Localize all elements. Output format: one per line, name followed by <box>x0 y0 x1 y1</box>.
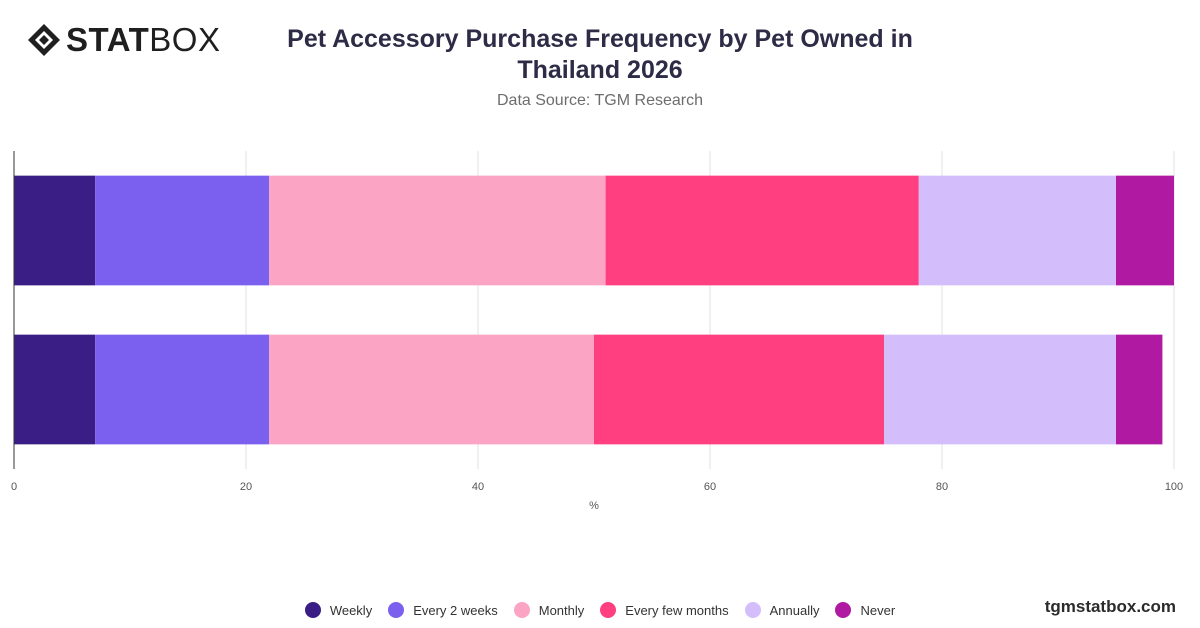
legend-dot <box>600 602 617 618</box>
legend-item-weekly[interactable]: Weekly <box>304 602 373 618</box>
diamond-logo-icon <box>28 24 60 56</box>
bar-row1-weekly <box>14 334 96 445</box>
bar-row0-every-few-months <box>605 175 919 286</box>
bar-row0-never <box>1116 175 1174 286</box>
legend-label: Weekly <box>329 602 373 618</box>
x-tick-label-3: 60 <box>704 481 716 493</box>
legend-label: Annually <box>769 602 820 618</box>
x-tick-label-5: 100 <box>1165 481 1183 493</box>
statbox-logo: STATBOX <box>26 22 220 58</box>
x-tick-label-1: 20 <box>240 481 252 493</box>
bar-row1-every-2-weeks <box>95 334 270 445</box>
legend-item-annually[interactable]: Annually <box>744 602 820 618</box>
legend-label: Every 2 weeks <box>413 602 498 618</box>
x-tick-label-0: 0 <box>11 481 17 493</box>
x-tick-label-2: 40 <box>472 481 484 493</box>
legend-dot <box>744 602 761 618</box>
legend-dot <box>388 602 405 618</box>
bar-row0-monthly <box>269 175 606 286</box>
chart-legend: Weekly Every 2 weeks Monthly Every few mont… <box>0 602 1200 618</box>
legend-label: Every few months <box>625 602 729 618</box>
bar-row0-weekly <box>14 175 96 286</box>
legend-item-every-few-months[interactable]: Every few months <box>600 602 729 618</box>
legend-dot <box>304 602 321 618</box>
legend-item-never[interactable]: Never <box>835 602 895 618</box>
bar-row1-never <box>1116 334 1163 445</box>
bar-row0-every-2-weeks <box>95 175 270 286</box>
legend-label: Monthly <box>538 602 585 618</box>
bar-row1-every-few-months <box>594 334 884 445</box>
legend-label: Never <box>860 602 896 618</box>
logo-bold-text: STAT <box>66 21 150 58</box>
site-url: tgmstatbox.com <box>1044 597 1176 616</box>
legend-dot <box>513 602 530 618</box>
legend-dot <box>835 602 852 618</box>
legend-item-monthly[interactable]: Monthly <box>513 602 585 618</box>
legend-item-every-2-weeks[interactable]: Every 2 weeks <box>388 602 498 618</box>
x-tick-label-4: 80 <box>936 481 948 493</box>
logo-wordmark: STATBOX <box>66 22 220 58</box>
bar-row0-annually <box>918 175 1116 286</box>
bar-row1-annually <box>884 334 1116 445</box>
logo-light-text: BOX <box>149 21 221 58</box>
chart-title: Pet Accessory Purchase Frequency by Pet … <box>287 25 913 84</box>
x-axis-label: % <box>589 500 599 512</box>
bar-row1-monthly <box>269 334 594 445</box>
chart-subtitle: Data Source: TGM Research <box>496 92 703 109</box>
